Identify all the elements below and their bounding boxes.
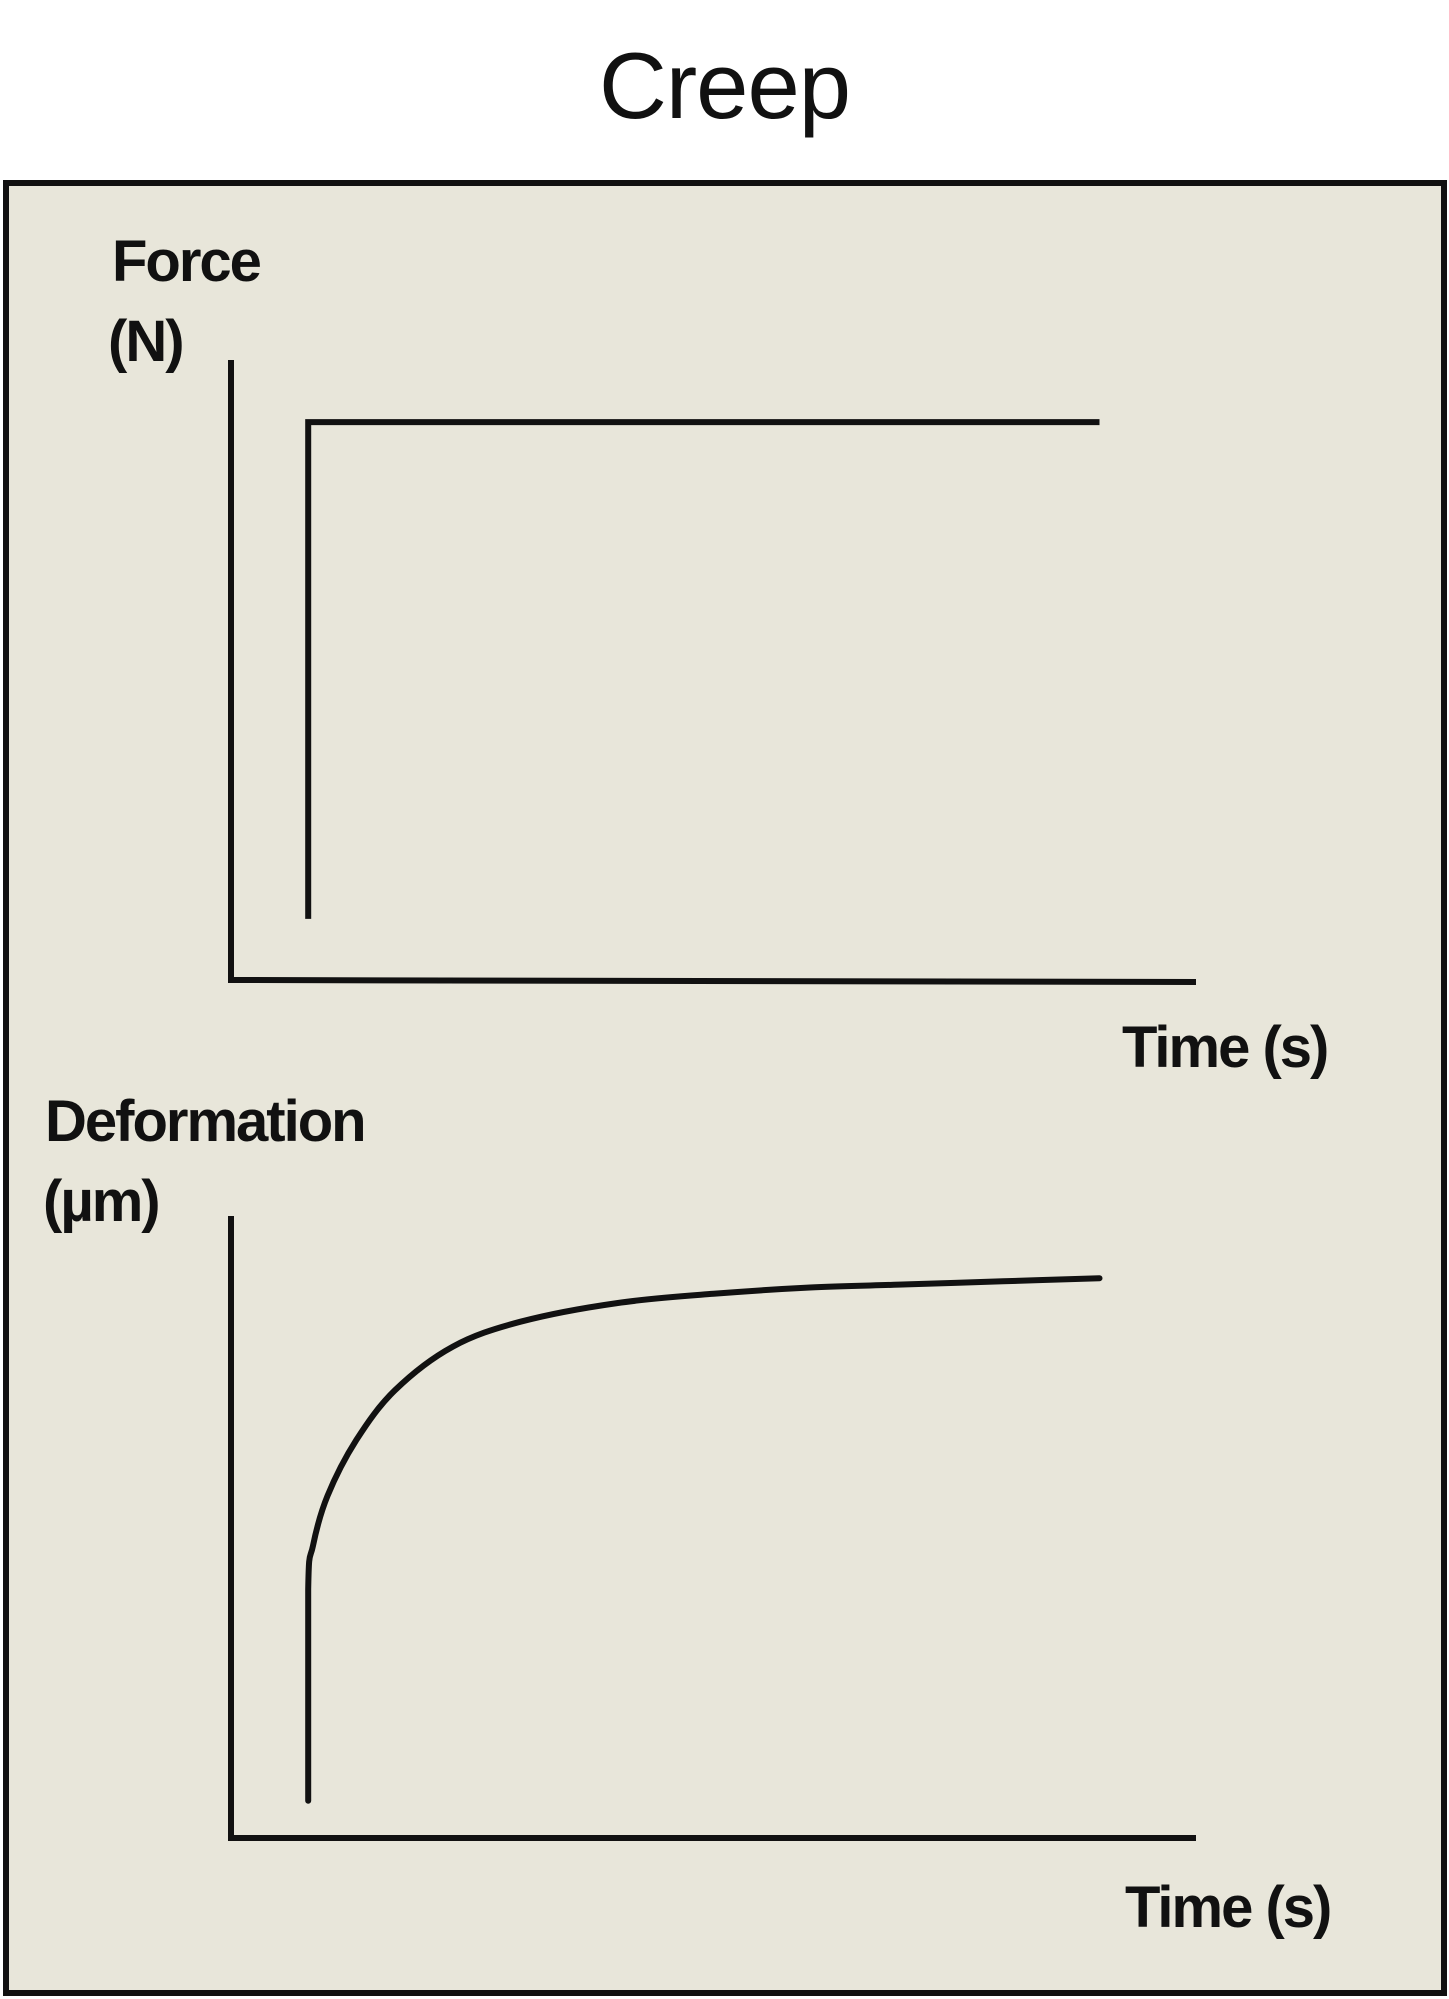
force-series-line [305, 419, 1100, 919]
deformation-ylabel-line2: (µm) [43, 1169, 159, 1234]
force-chart: Force (N) Time (s) [108, 229, 1329, 1080]
force-x-axis [227, 977, 1197, 985]
force-ylabel-line1: Force [112, 229, 261, 294]
chart-title: Creep [598, 33, 851, 138]
force-xlabel: Time (s) [1122, 1015, 1327, 1080]
deformation-series-line [305, 1275, 1103, 1804]
deformation-xlabel: Time (s) [1125, 1875, 1330, 1940]
deformation-ylabel-line1: Deformation [45, 1089, 365, 1154]
force-ylabel-line2: (N) [108, 309, 183, 374]
chart-panel [3, 180, 1447, 1996]
deformation-chart: Deformation (µm) Time (s) [43, 1089, 1332, 1940]
